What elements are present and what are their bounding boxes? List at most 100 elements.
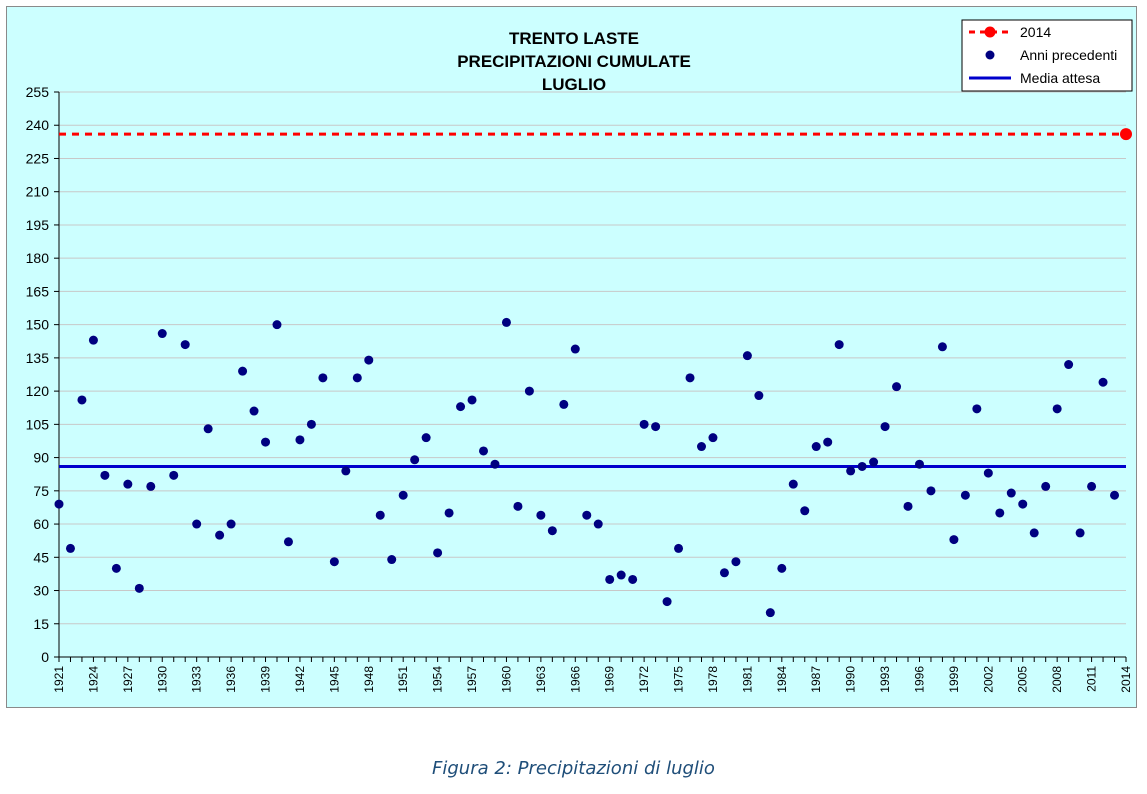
point-1958 [479,446,489,456]
point-1938 [249,406,259,416]
point-1986 [800,506,810,516]
point-1978 [708,433,718,443]
reference-lines [59,132,1126,468]
x-tick-label: 2005 [1016,666,1030,693]
point-1969 [605,574,615,584]
point-1949 [375,510,385,520]
x-tick-label: 1921 [52,666,66,693]
gridlines [59,91,1126,625]
legend-mean-label: Media attesa [1020,70,1100,86]
point-1946 [341,466,351,476]
point-1921 [54,499,64,509]
y-tick-label: 30 [33,583,49,599]
point-1974 [662,597,672,607]
x-tick-label: 1960 [499,666,513,693]
point-2007 [1041,481,1051,491]
point-1979 [719,568,729,578]
point-1990 [846,466,856,476]
x-tick-label: 1999 [947,666,961,693]
point-1929 [146,481,156,491]
point-1980 [731,557,741,567]
x-tick-label: 1981 [740,666,754,693]
point-1959 [490,459,500,469]
point-1968 [593,519,603,529]
point-1955 [444,508,454,518]
point-1977 [696,442,706,452]
x-tick-label: 1963 [534,666,548,693]
point-1928 [134,583,144,593]
point-1954 [433,548,443,558]
point-1944 [318,373,328,383]
x-tick-label: 1972 [637,666,651,693]
point-1984 [777,563,787,573]
point-1923 [77,395,87,405]
y-tick-label: 45 [33,549,49,565]
point-1935 [215,530,225,540]
x-tick-label: 1939 [259,666,273,693]
point-2006 [1029,528,1039,538]
y-tick-label: 135 [26,350,50,366]
point-1926 [111,563,121,573]
point-1975 [674,543,684,553]
legend-2014-label: 2014 [1020,24,1051,40]
point-2009 [1064,360,1074,370]
x-tick-label: 1975 [672,666,686,693]
y-tick-label: 180 [26,250,50,266]
y-tick-label: 120 [26,383,50,399]
y-tick-label: 90 [33,450,49,466]
legend-previous-label: Anni precedenti [1020,47,1117,63]
point-1934 [203,424,213,434]
x-tick-label: 1942 [293,666,307,693]
y-tick-labels: 0 15 30 45 60 75 90 105 120 135 150 165 180 195 210 225… [26,84,50,665]
point-1930 [157,329,167,339]
point-1996 [914,459,924,469]
x-tick-label: 1966 [568,666,582,693]
x-tick-label: 1924 [86,666,100,693]
data-points [54,128,1132,618]
point-1922 [65,543,75,553]
axes [54,91,1127,662]
point-1947 [352,373,362,383]
x-tick-label: 1948 [362,666,376,693]
x-tick-label: 1990 [844,666,858,693]
point-1976 [685,373,695,383]
point-1942 [295,435,305,445]
point-1952 [410,455,420,465]
x-tick-label: 1993 [878,666,892,693]
point-1937 [238,366,248,376]
point-1994 [892,382,902,392]
point-1991 [857,461,867,471]
x-tick-label: 1936 [224,666,238,693]
point-1961 [513,501,523,511]
y-tick-label: 15 [33,616,49,632]
point-1995 [903,501,913,511]
legend: 2014 Anni precedenti Media attesa [961,19,1133,92]
chart-title-line-2: PRECIPITAZIONI CUMULATE [457,52,691,71]
point-1997 [926,486,936,496]
x-tick-label: 1996 [912,666,926,693]
y-tick-label: 225 [26,150,50,166]
point-1941 [283,537,293,547]
point-1998 [937,342,947,352]
point-1939 [261,437,271,447]
point-1987 [811,442,821,452]
y-tick-label: 210 [26,184,50,200]
figure-caption: Figura 2: Precipitazioni di luglio [432,758,715,779]
y-tick-label: 0 [41,649,49,665]
point-1931 [169,470,179,480]
x-tick-label: 2014 [1119,666,1133,693]
x-tick-label: 1951 [396,666,410,693]
y-tick-label: 75 [33,483,49,499]
point-2005 [1018,499,1028,509]
x-tick-labels: 1921 1924 1927 1930 1933 1936 1939 1942 1945 1948… [52,666,1133,693]
y-tick-label: 195 [26,217,50,233]
point-1927 [123,479,133,489]
point-1992 [869,457,879,467]
chart-title-line-3: LUGLIO [542,75,606,94]
point-2010 [1075,528,1085,538]
legend-2014-marker [984,26,996,38]
point-1988 [823,437,833,447]
point-2011 [1087,481,1097,491]
x-tick-label: 1957 [465,666,479,693]
point-1971 [628,574,638,584]
